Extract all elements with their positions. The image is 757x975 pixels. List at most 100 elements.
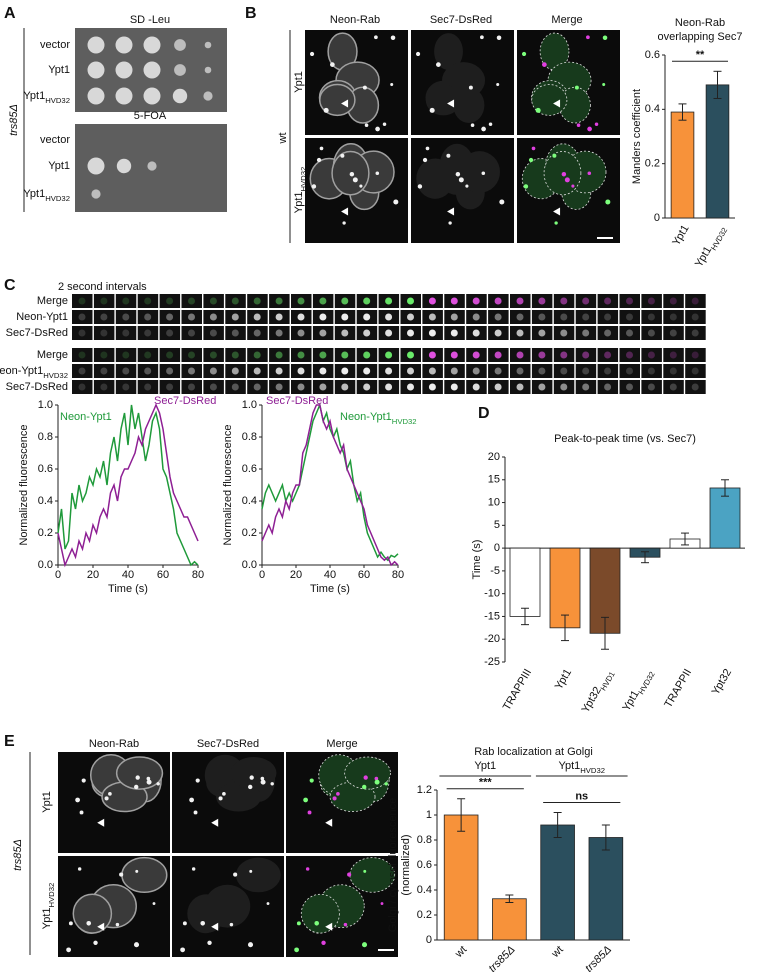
y-tick-label: 0.4 [38,495,53,507]
tile-spot [494,297,502,305]
tile-spot [144,351,152,359]
puncta [319,146,324,151]
bar [540,824,575,941]
tile [488,364,509,378]
x-tick-label: Ypt1HVD32 [693,223,729,271]
tile-spot [188,329,195,337]
row-label: Sec7-DsRed [6,381,68,393]
tile [663,294,684,308]
label-subscript: HVD32 [43,371,68,380]
puncta [307,810,312,815]
tile [269,348,290,362]
puncta [309,51,315,57]
tile [93,348,115,362]
y-tick-label: 5 [494,519,500,531]
puncta [222,791,226,796]
puncta [343,922,348,927]
tile-spot [188,313,195,321]
tile-spot [385,367,393,375]
bar [709,487,741,549]
puncta [146,779,152,785]
tile-spot [450,351,458,359]
bar [492,898,527,941]
tile-spot [626,383,633,391]
tile-spot [647,313,655,321]
tile [225,294,246,308]
puncta [316,157,322,163]
tile-spot [231,351,239,359]
puncta [349,171,355,177]
puncta [552,153,557,158]
x-tick-label: 60 [358,569,370,581]
tile-spot [428,297,436,305]
tile [181,294,202,308]
row-label: Merge [37,349,68,361]
tile [72,348,93,362]
label-main: Ypt1 [23,188,45,200]
tile-spot [341,351,349,359]
tile-spot [494,351,502,359]
tile-spot [231,367,239,375]
puncta [393,199,399,205]
tile [619,380,640,394]
puncta [323,107,329,113]
puncta [195,778,200,783]
legend-label: Sec7-DsRed [154,395,216,407]
x-tick-label: Ypt1HVD32 [620,667,656,715]
tile-spot [253,297,261,305]
tile-spot [275,351,283,359]
puncta [586,35,590,40]
tile [93,310,115,324]
tile [72,380,93,394]
tile-spot [582,351,590,359]
tile [115,348,137,362]
tile-spot [231,383,239,391]
y-tick-label: 0.2 [417,909,432,921]
puncta [81,778,86,783]
label-subscript: HVD32 [47,883,56,908]
tile-spot [253,329,261,337]
significance-label: ** [696,49,705,61]
puncta [602,35,608,41]
tile [575,348,597,362]
tile-spot [516,297,524,305]
tile-spot [472,383,480,391]
tile-spot [275,329,283,337]
label-main: Ypt1 [41,907,53,929]
row-label: Neon-Ypt1HVD32 [0,365,68,380]
puncta [496,35,502,41]
chart-title: Peak-to-peak time (vs. Sec7) [554,433,696,445]
tile-spot [385,383,393,391]
tile-spot [166,367,174,375]
puncta [189,797,194,803]
bar [705,84,730,219]
puncta [362,85,367,90]
x-tick-label: wt [549,944,566,961]
bar [549,547,581,629]
tile-spot [253,351,261,359]
strain-label: wt [277,133,289,145]
tile-spot [144,297,152,305]
tile-spot [122,297,130,305]
colony-spot [115,87,133,105]
bar [670,111,695,219]
tile-spot [78,329,86,337]
tile-spot [494,329,502,337]
y-tick-label: -25 [484,656,500,668]
colony-spot [91,189,101,199]
plate-title: 5-FOA [134,110,167,122]
colony-spot [203,91,213,101]
tile-spot [188,367,195,375]
colony-spot [143,36,161,54]
label-subscript: HVD32 [299,167,308,192]
colony-spot [204,41,212,49]
tile-spot [78,383,86,391]
x-tick-label: 60 [157,569,169,581]
tile-spot [341,297,349,305]
tile-spot [363,313,371,321]
x-tick-label: wt [452,944,469,961]
tile-spot [166,329,174,337]
tile-spot [363,351,371,359]
tile-spot [560,367,568,375]
column-header: Merge [551,14,582,26]
